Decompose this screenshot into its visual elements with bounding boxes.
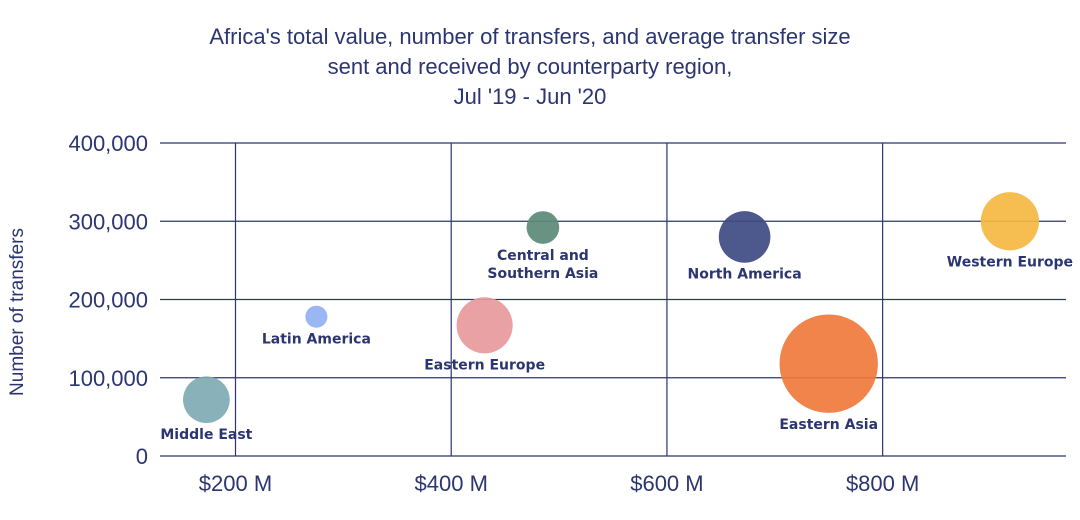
bubble-label: Eastern Asia [779, 417, 878, 433]
bubble-eastern-asia[interactable] [779, 314, 878, 413]
x-tick-label: $600 M [630, 471, 703, 496]
y-tick-label: 0 [136, 444, 148, 469]
bubble-latin-america[interactable] [305, 305, 328, 328]
chart-title-line-2: sent and received by counterparty region… [327, 54, 733, 79]
bubble-layer [183, 192, 1040, 423]
bubble-label: Southern Asia [487, 266, 598, 282]
grid-layer [160, 142, 1066, 457]
bubble-label: Eastern Europe [424, 357, 545, 373]
x-tick-label: $200 M [199, 471, 272, 496]
chart-title-line-1: Africa's total value, number of transfer… [209, 24, 851, 49]
y-tick-label: 400,000 [68, 131, 148, 156]
bubble-label: Middle East [160, 427, 252, 443]
chart-title-line-3: Jul '19 - Jun '20 [453, 84, 607, 109]
y-tick-label: 200,000 [68, 288, 148, 313]
bubble-north-america[interactable] [718, 211, 771, 263]
y-axis-label: Number of transfers [7, 228, 28, 396]
y-tick-label: 100,000 [68, 366, 148, 391]
tick-layer: 0 100,000 200,000 300,000 400,000 $200 M $400 … [68, 131, 919, 496]
bubble-label: Central and [497, 248, 589, 264]
bubble-label: North America [688, 267, 802, 283]
label-layer: Middle East Latin America Eastern Europe Ce… [160, 248, 1073, 443]
bubble-label: Latin America [262, 332, 371, 348]
bubble-middle-east[interactable] [183, 376, 230, 423]
bubble-label: Western Europe [947, 254, 1073, 270]
x-tick-label: $400 M [415, 471, 488, 496]
bubble-western-europe[interactable] [980, 192, 1040, 251]
y-tick-label: 300,000 [68, 209, 148, 234]
chart-title: Africa's total value, number of transfer… [90, 22, 970, 112]
bubble-central-and-southern-asia[interactable] [526, 211, 560, 244]
x-tick-label: $800 M [846, 471, 919, 496]
bubble-eastern-europe[interactable] [456, 297, 513, 354]
